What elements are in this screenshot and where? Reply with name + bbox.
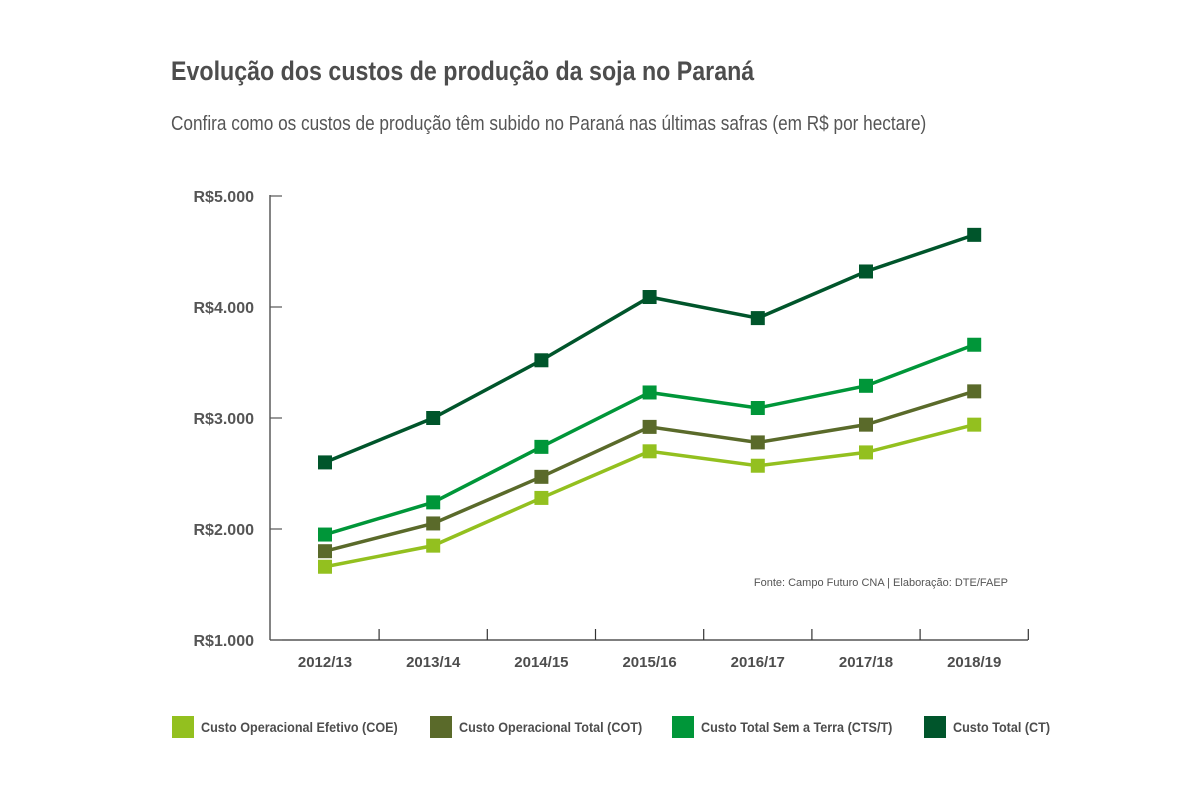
data-point: [642, 419, 657, 434]
legend-item: Custo Operacional Efetivo (COE): [172, 716, 408, 738]
chart-subtitle: Confira como os custos de produção têm s…: [171, 113, 927, 135]
data-point: [859, 264, 873, 279]
y-tick-label: R$3.000: [194, 411, 255, 428]
series-line-2: [324, 343, 975, 537]
legend-swatch: [923, 716, 946, 738]
data-point: [534, 469, 549, 484]
data-point: [426, 538, 441, 553]
chart-title: Evolução dos custos de produção da soja …: [171, 56, 755, 86]
data-point: [967, 417, 982, 432]
legend-item: Custo Operacional Total (COT): [429, 716, 651, 738]
data-point: [426, 411, 441, 425]
x-tick-label: 2014/15: [514, 654, 568, 671]
series-line-1: [324, 389, 975, 553]
legend-label: Custo Total (CT): [952, 719, 1050, 735]
data-point: [750, 311, 765, 326]
data-point: [750, 401, 765, 416]
data-point: [534, 490, 549, 505]
data-point: [426, 495, 441, 510]
data-point: [318, 544, 332, 559]
legend-label: Custo Total Sem a Terra (CTS/T): [701, 719, 893, 735]
data-point: [642, 444, 657, 459]
data-point: [750, 435, 765, 450]
data-point: [318, 455, 332, 470]
legend-label: Custo Operacional Total (COT): [458, 719, 642, 735]
legend-swatch: [172, 716, 194, 738]
data-point: [967, 384, 982, 399]
data-point: [318, 559, 332, 574]
y-tick-label: R$1.000: [194, 633, 255, 650]
legend-item: Custo Total Sem a Terra (CTS/T): [672, 716, 902, 738]
data-point: [967, 337, 982, 352]
x-tick-label: 2017/18: [839, 654, 893, 671]
y-tick-label: R$2.000: [194, 522, 255, 539]
x-tick-label: 2013/14: [406, 654, 461, 671]
data-point: [859, 378, 873, 393]
data-point: [426, 516, 441, 531]
data-point: [967, 227, 982, 242]
data-point: [859, 417, 873, 432]
legend-label: Custo Operacional Efetivo (COE): [201, 719, 398, 735]
data-point: [534, 439, 549, 454]
x-tick-label: 2015/16: [622, 654, 676, 671]
y-tick-label: R$4.000: [194, 300, 255, 317]
data-point: [642, 385, 657, 400]
legend-swatch: [429, 716, 452, 738]
source-note: Fonte: Campo Futuro CNA | Elaboração: DT…: [754, 577, 1008, 589]
x-tick-label: 2012/13: [298, 654, 352, 671]
legend: Custo Operacional Efetivo (COE) Custo Ope…: [172, 716, 1071, 738]
data-point: [859, 445, 873, 460]
legend-item: Custo Total (CT): [923, 716, 1050, 738]
data-point: [318, 527, 332, 542]
x-tick-label: 2016/17: [731, 654, 785, 671]
x-tick-label: 2018/19: [947, 654, 1001, 671]
data-point: [750, 458, 765, 473]
legend-swatch: [672, 716, 695, 738]
data-point: [534, 353, 549, 368]
data-point: [642, 290, 657, 305]
y-tick-label: R$5.000: [194, 189, 255, 206]
